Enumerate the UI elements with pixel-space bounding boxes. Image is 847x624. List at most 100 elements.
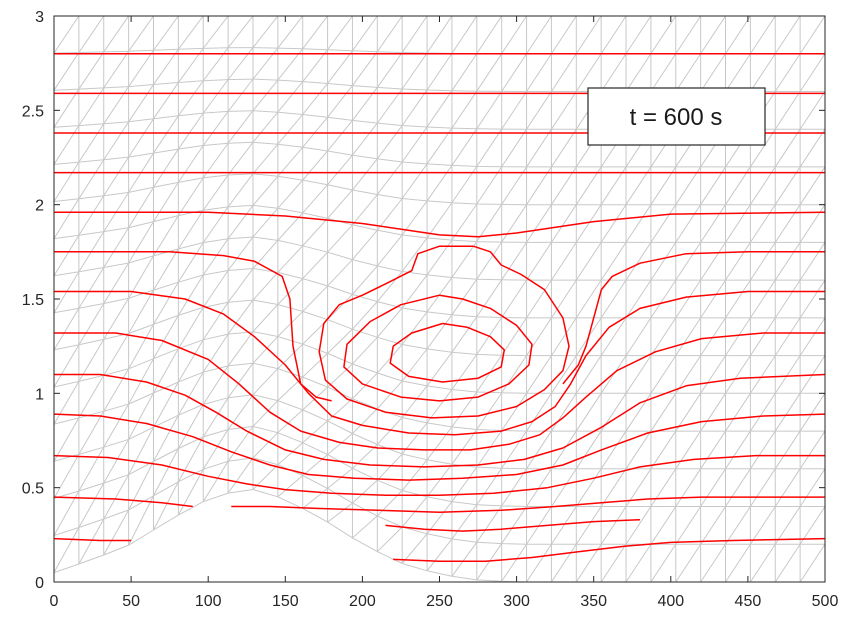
mesh-diagonal-line — [600, 355, 627, 394]
mesh-diagonal-line — [54, 271, 80, 314]
mesh-diagonal-line — [103, 227, 130, 268]
mesh-diagonal-line — [725, 279, 751, 319]
mesh-diagonal-line — [227, 110, 254, 144]
mesh-diagonal-line — [476, 53, 503, 92]
mesh-diagonal-line — [202, 238, 229, 276]
mesh-diagonal-line — [376, 453, 403, 481]
x-tick-label: 100 — [195, 593, 222, 610]
mesh-diagonal-line — [252, 336, 279, 364]
mesh-diagonal-line — [103, 474, 130, 520]
mesh-diagonal-line — [252, 143, 279, 175]
mesh-diagonal-line — [302, 285, 328, 312]
mesh-diagonal-line — [78, 123, 105, 163]
mesh-diagonal-line — [177, 436, 204, 483]
mesh-diagonal-line — [177, 145, 204, 183]
mesh-diagonal-line — [551, 279, 577, 319]
y-tick-label: 1.5 — [22, 292, 44, 309]
mesh-diagonal-line — [451, 316, 478, 353]
mesh-diagonal-line — [575, 279, 602, 319]
mesh-diagonal-line — [725, 430, 751, 470]
mesh-diagonal-line — [352, 122, 378, 156]
mesh-diagonal-line — [774, 355, 801, 394]
mesh-row-line — [54, 299, 825, 357]
mesh-diagonal-line — [700, 393, 726, 432]
mesh-diagonal-line — [774, 16, 801, 55]
mesh-diagonal-line — [650, 393, 677, 432]
mesh-diagonal-line — [401, 52, 428, 90]
mesh-diagonal-line — [277, 146, 304, 177]
mesh-diagonal-line — [675, 506, 702, 545]
mesh-diagonal-line — [675, 53, 702, 92]
mesh-diagonal-line — [799, 128, 825, 168]
mesh-diagonal-line — [700, 204, 726, 243]
mesh-diagonal-line — [725, 204, 751, 243]
y-axis-ticks: 0 0.5 1 1.5 2 2.5 3 — [22, 9, 825, 592]
y-tick-label: 0.5 — [22, 481, 44, 498]
mesh-diagonal-line — [103, 403, 130, 448]
mesh-diagonal-line — [675, 543, 702, 582]
mesh-diagonal-line — [501, 506, 527, 544]
mesh-diagonal-line — [327, 328, 353, 354]
mesh-diagonal-line — [426, 277, 453, 313]
mesh-diagonal-line — [451, 90, 478, 129]
contour-line — [343, 294, 533, 402]
mesh-diagonal-line — [376, 125, 403, 160]
mesh-diagonal-line — [327, 294, 353, 321]
mesh-diagonal-line — [700, 242, 726, 281]
mesh-diagonal-line — [78, 87, 105, 126]
mesh-diagonal-line — [625, 16, 652, 55]
mesh-diagonal-line — [227, 78, 254, 112]
mesh-diagonal-line — [376, 234, 403, 267]
contour-line — [385, 518, 641, 532]
mesh-diagonal-line — [54, 417, 80, 462]
mesh-diagonal-line — [725, 506, 751, 545]
mesh-diagonal-line — [376, 88, 403, 124]
mesh-diagonal-line — [799, 242, 825, 281]
mesh-diagonal-line — [54, 88, 80, 128]
mesh-diagonal-line — [700, 317, 726, 356]
x-tick-label: 250 — [426, 593, 453, 610]
mesh-diagonal-line — [501, 16, 527, 54]
mesh-diagonal-line — [327, 259, 353, 287]
mesh-diagonal-line — [551, 204, 577, 243]
mesh-diagonal-line — [625, 317, 652, 356]
mesh-diagonal-line — [376, 16, 403, 52]
mesh-diagonal-line — [153, 16, 179, 51]
mesh-diagonal-line — [252, 16, 279, 48]
mesh-diagonal-line — [575, 53, 602, 92]
mesh-diagonal-line — [625, 204, 652, 243]
mesh-diagonal-line — [551, 393, 577, 432]
mesh-diagonal-line — [202, 16, 229, 49]
mesh-diagonal-line — [153, 215, 179, 257]
mesh-diagonal-line — [352, 265, 378, 295]
mesh-diagonal-line — [78, 267, 105, 309]
mesh-diagonal-line — [476, 16, 503, 54]
mesh-diagonal-line — [451, 542, 478, 577]
mesh-row-line — [54, 141, 825, 168]
contour-line — [54, 496, 193, 508]
mesh-diagonal-line — [551, 16, 577, 55]
mesh-diagonal-line — [376, 380, 403, 410]
mesh-diagonal-line — [327, 189, 353, 219]
contour-line — [54, 251, 332, 402]
x-tick-label: 500 — [812, 593, 839, 610]
mesh-diagonal-line — [774, 430, 801, 470]
mesh-diagonal-line — [725, 468, 751, 507]
contour-lines — [54, 52, 825, 562]
mesh-diagonal-line — [202, 79, 229, 114]
mesh-diagonal-line — [401, 274, 428, 309]
mesh-diagonal-line — [749, 16, 776, 55]
mesh-diagonal-line — [600, 506, 627, 545]
mesh-diagonal-line — [526, 16, 552, 55]
mesh-diagonal-line — [476, 392, 503, 430]
mesh-diagonal-line — [128, 426, 154, 475]
contour-line — [389, 322, 506, 383]
mesh-diagonal-line — [277, 343, 304, 369]
mesh-row-line — [54, 267, 825, 319]
mesh-diagonal-line — [700, 53, 726, 92]
contour-line — [54, 332, 825, 451]
mesh-diagonal-line — [302, 49, 328, 82]
mesh-diagonal-line — [401, 163, 428, 199]
mesh-diagonal-line — [426, 538, 453, 572]
x-tick-label: 350 — [580, 593, 607, 610]
